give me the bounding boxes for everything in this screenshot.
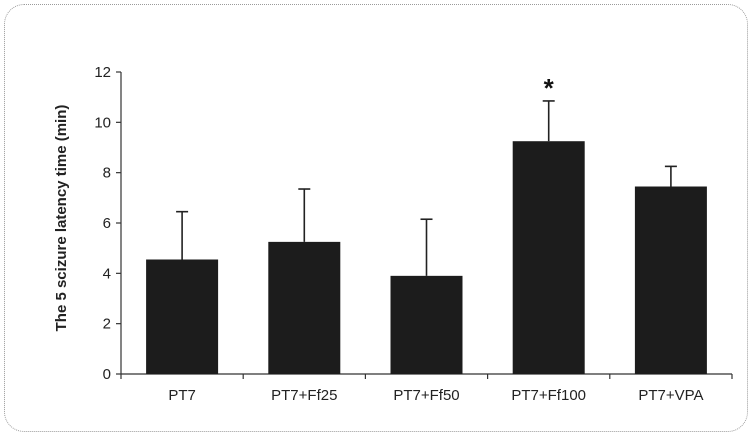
bar-pt7-ff25 — [268, 241, 341, 374]
bar-pt7-vpa — [634, 186, 707, 374]
x-tick-label: PT7+Ff100 — [511, 387, 586, 404]
x-tick-label: PT7+Ff25 — [271, 387, 337, 404]
x-tick-label: PT7 — [168, 387, 196, 404]
bar-pt7-ff100 — [512, 141, 585, 374]
y-tick-label: 2 — [103, 316, 111, 333]
y-tick-label: 8 — [103, 165, 111, 182]
bar-pt7 — [146, 259, 219, 374]
x-tick-label: PT7+VPA — [638, 387, 703, 404]
y-tick-label: 6 — [103, 215, 111, 232]
bar-pt7-ff50 — [390, 275, 463, 374]
significance-marker: * — [544, 73, 555, 103]
bars — [146, 100, 707, 374]
y-tick-label: 0 — [103, 366, 111, 383]
y-tick-label: 10 — [94, 114, 111, 131]
y-axis-label: The 5 scizure latency time (min) — [53, 105, 70, 332]
y-tick-label: 12 — [94, 64, 111, 81]
y-tick-label: 4 — [103, 265, 111, 282]
labels: 0 2 4 6 8 10 12 PT7 PT7+Ff25 PT7+Ff50 PT7+Ff100 PT7… — [94, 64, 703, 404]
x-tick-label: PT7+Ff50 — [393, 387, 459, 404]
chart-frame — [4, 4, 748, 432]
